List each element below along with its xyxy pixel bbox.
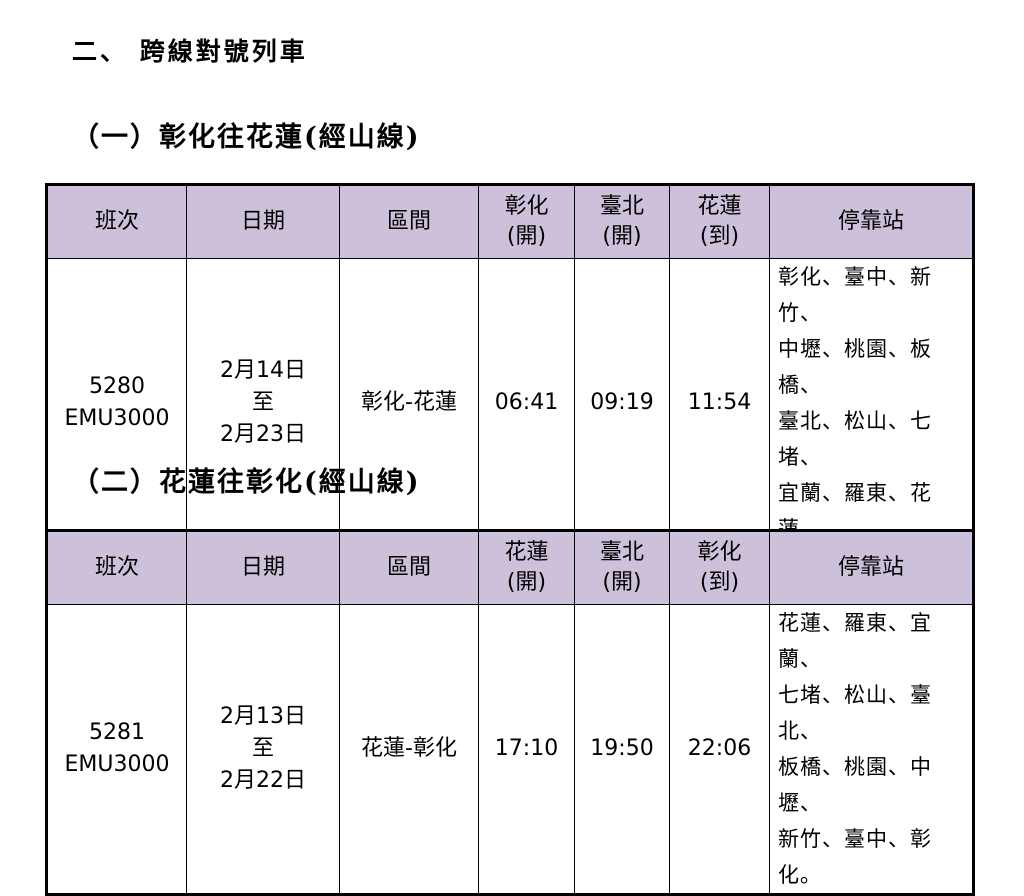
time2-cell: 19:50 [574, 604, 670, 895]
train-type: EMU3000 [64, 406, 170, 431]
date-to: 2月23日 [220, 422, 306, 447]
subsection-title-1: （一）彰化往花蓮(經山線) [72, 122, 421, 153]
table-row: 5281 EMU3000 2月13日至 2月22日 花蓮-彰化 17:10 19:5… [46, 604, 974, 895]
subsection-title-2: （二）花蓮往彰化(經山線) [72, 467, 421, 498]
date-sep: 至 [251, 390, 274, 415]
route-cell: 花蓮-彰化 [339, 604, 479, 895]
header-time3: 花蓮 (到) [669, 184, 770, 259]
header-train: 班次 [46, 184, 187, 259]
schedule-table-2: 班次 日期 區間 花蓮 (開) 臺北 (開) 彰化 (到) 停靠站 5281 EM… [45, 529, 975, 896]
train-type: EMU3000 [64, 752, 170, 777]
stops-cell: 花蓮、羅東、宜蘭、 七堵、松山、臺北、 板橋、桃園、中壢、 新竹、臺中、彰化。 [769, 604, 974, 895]
date-from: 2月14日 [220, 358, 306, 383]
table-row: 5280 EMU3000 2月14日至 2月23日 彰化-花蓮 06:41 09:1… [46, 258, 974, 549]
header-stops: 停靠站 [769, 530, 974, 605]
date-to: 2月22日 [220, 768, 306, 793]
time1-cell: 06:41 [478, 258, 575, 549]
date-cell: 2月13日至 2月22日 [186, 604, 340, 895]
section-heading: 二、 跨線對號列車 [72, 37, 308, 66]
header-route: 區間 [339, 530, 479, 605]
time2-cell: 09:19 [574, 258, 670, 549]
stops-cell: 彰化、臺中、新竹、 中壢、桃園、板橋、 臺北、松山、七堵、 宜蘭、羅東、花蓮。 [769, 258, 974, 549]
header-time1: 彰化 (開) [478, 184, 575, 259]
header-date: 日期 [186, 530, 340, 605]
time1-cell: 17:10 [478, 604, 575, 895]
header-date: 日期 [186, 184, 340, 259]
date-cell: 2月14日至 2月23日 [186, 258, 340, 549]
train-number: 5280 [89, 374, 145, 399]
header-time2: 臺北 (開) [574, 184, 670, 259]
date-from: 2月13日 [220, 704, 306, 729]
train-number: 5281 [89, 720, 145, 745]
header-stops: 停靠站 [769, 184, 974, 259]
schedule-table-1: 班次 日期 區間 彰化 (開) 臺北 (開) 花蓮 (到) 停靠站 5280 EM… [45, 183, 975, 550]
header-row: 班次 日期 區間 花蓮 (開) 臺北 (開) 彰化 (到) 停靠站 [46, 530, 974, 605]
date-sep: 至 [251, 736, 274, 761]
route-cell: 彰化-花蓮 [339, 258, 479, 549]
time3-cell: 22:06 [669, 604, 770, 895]
header-time1: 花蓮 (開) [478, 530, 575, 605]
header-time3: 彰化 (到) [669, 530, 770, 605]
header-time2: 臺北 (開) [574, 530, 670, 605]
header-train: 班次 [46, 530, 187, 605]
header-row: 班次 日期 區間 彰化 (開) 臺北 (開) 花蓮 (到) 停靠站 [46, 184, 974, 259]
time3-cell: 11:54 [669, 258, 770, 549]
train-cell: 5281 EMU3000 [46, 604, 187, 895]
train-cell: 5280 EMU3000 [46, 258, 187, 549]
header-route: 區間 [339, 184, 479, 259]
